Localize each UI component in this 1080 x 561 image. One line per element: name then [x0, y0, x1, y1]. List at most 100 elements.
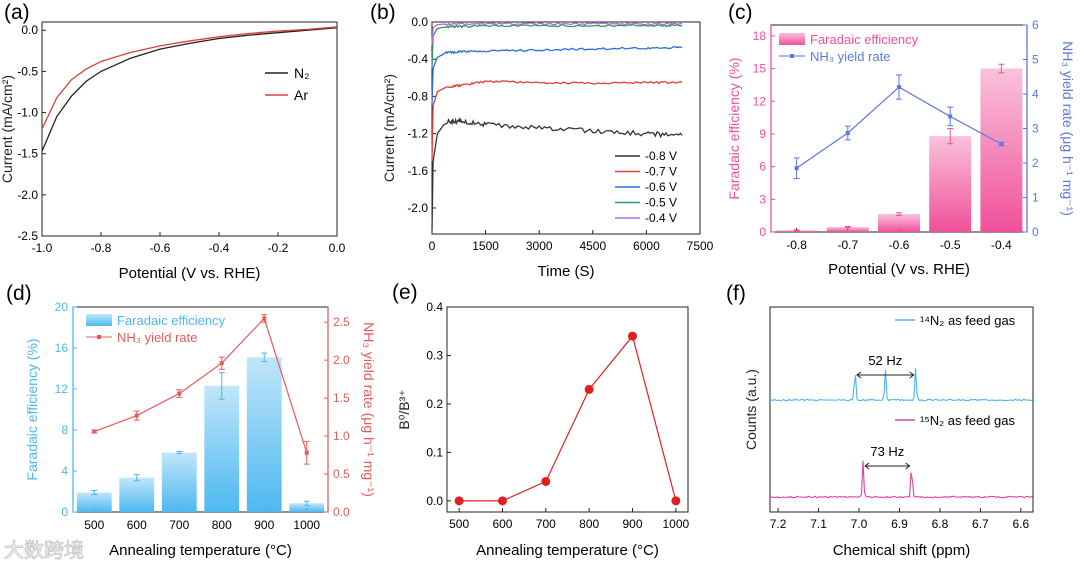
x-tick-label: 6.7 [972, 517, 989, 531]
series-line-1 [42, 27, 337, 129]
x-tick-label: -0.2 [268, 241, 289, 255]
panel-d: (d) Annealing temperature (°C) Faradaic ef… [6, 282, 377, 559]
data-point [628, 332, 637, 341]
y2-tick-label: 2.0 [333, 353, 350, 367]
x-tick-label: -0.7 [837, 238, 858, 252]
yield-point [135, 414, 139, 418]
panel-label: (c) [728, 1, 753, 24]
yield-point [846, 131, 850, 135]
plot-frame [42, 22, 337, 236]
panel-c: (c) Potential (V vs. RHE) Faradaic efficie… [726, 1, 1076, 278]
fe-bar [247, 357, 282, 512]
x-tick-label: -0.4 [209, 241, 230, 255]
legend-label: -0.8 V [645, 149, 677, 163]
legend-marker [790, 54, 794, 58]
x-tick-label: -0.8 [91, 241, 112, 255]
x-tick-label: 7.0 [851, 517, 868, 531]
x-tick-label: 3000 [526, 239, 553, 253]
yield-point [305, 451, 309, 455]
y-tick-label: 0 [61, 505, 68, 519]
data-point [585, 385, 594, 394]
x-tick-label: 6.8 [932, 517, 949, 531]
y-tick-label: 3 [759, 192, 766, 206]
fe-bar [929, 136, 971, 232]
y2-tick-label: 1 [1032, 191, 1039, 205]
y-axis-label: Counts (a.u.) [743, 369, 759, 450]
x-tick-label: 4500 [579, 239, 606, 253]
y-tick-label: -2.0 [407, 201, 428, 215]
x-tick-label: 800 [579, 517, 599, 531]
legend-label: N₂ [294, 65, 310, 81]
y2-tick-label: 1.0 [333, 429, 350, 443]
y-tick-label: 6 [759, 160, 766, 174]
x-tick-label: 7500 [687, 239, 714, 253]
x-axis-label: Annealing temperature (°C) [109, 542, 292, 559]
y-tick-label: 0.0 [411, 15, 428, 29]
fe-bar [162, 453, 197, 512]
x-tick-label: 6.6 [1013, 517, 1030, 531]
legend-label: -0.6 V [645, 180, 677, 194]
y2-tick-label: 6 [1032, 18, 1039, 32]
fe-bar [204, 386, 239, 512]
panel-label: (b) [370, 1, 396, 24]
y-tick-label: -0.4 [407, 52, 428, 66]
x-tick-label: -0.6 [150, 241, 171, 255]
x-tick-label: -0.6 [889, 238, 910, 252]
y-axis-label: Current (mA/cm²) [0, 75, 15, 183]
legend-label: ¹⁵N₂ as feed gas [920, 413, 1015, 428]
y2-tick-label: 4 [1032, 87, 1039, 101]
legend-label: Faradaic efficiency [117, 313, 226, 328]
panel-label: (d) [6, 282, 32, 305]
y2-tick-label: 1.5 [333, 391, 350, 405]
x-axis-label: Potential (V vs. RHE) [828, 261, 970, 278]
y-tick-label: 0.3 [426, 348, 443, 362]
watermark: 大数跨境 [4, 539, 84, 561]
y2-tick-label: 2.5 [333, 315, 350, 329]
plot-frame [770, 307, 1033, 512]
y-tick-label: -1.0 [17, 106, 38, 120]
splitting-annotation: 73 Hz [870, 444, 904, 459]
x-tick-label: 900 [623, 517, 643, 531]
y-tick-label: 0.0 [426, 494, 443, 508]
y-tick-label: -2.0 [17, 188, 38, 202]
data-point [455, 496, 464, 505]
panel-e: (e) Annealing temperature (°C) B⁰/B³⁺ 500 60… [392, 281, 690, 559]
x-tick-label: 7.2 [770, 517, 787, 531]
series-line-0 [42, 28, 337, 151]
x-tick-label: 700 [536, 517, 556, 531]
x-axis-label: Annealing temperature (°C) [476, 542, 659, 559]
x-tick-label: 7.1 [810, 517, 827, 531]
y-tick-label: -1.2 [407, 127, 428, 141]
legend-label: -0.5 V [645, 196, 677, 210]
legend-swatch [779, 33, 805, 45]
legend-label: Ar [294, 87, 308, 103]
x-tick-label: -0.8 [786, 238, 807, 252]
fe-bar [119, 478, 154, 512]
splitting-arrow [865, 463, 910, 469]
x-tick-label: 500 [449, 517, 469, 531]
y-tick-label: 0.0 [21, 23, 38, 37]
x-tick-label: 600 [492, 517, 512, 531]
y-tick-label: -0.8 [407, 89, 428, 103]
fe-bar [878, 214, 920, 232]
data-point [498, 496, 507, 505]
x-tick-label: 600 [127, 518, 147, 532]
panel-label: (e) [392, 281, 418, 304]
legend-label: Faradaic efficiency [810, 32, 919, 47]
x-tick-label: 1500 [472, 239, 499, 253]
y2-tick-label: 0 [1032, 225, 1039, 239]
y2-tick-label: 2 [1032, 156, 1039, 170]
legend-label: -0.7 V [645, 165, 677, 179]
y-tick-label: -0.5 [17, 64, 38, 78]
x-tick-label: -0.4 [991, 238, 1012, 252]
series-line-2 [432, 47, 682, 106]
yield-point [999, 142, 1003, 146]
y-tick-label: 8 [61, 423, 68, 437]
panel-a: (a) Potential (V vs. RHE) Current (mA/cm²)… [0, 1, 346, 282]
x-axis-label: Chemical shift (ppm) [833, 542, 971, 559]
x-tick-label: 1000 [293, 518, 320, 532]
y-tick-label: -2.5 [17, 229, 38, 243]
y-tick-label: 0.1 [426, 445, 443, 459]
x-tick-label: 800 [212, 518, 232, 532]
data-point [671, 496, 680, 505]
